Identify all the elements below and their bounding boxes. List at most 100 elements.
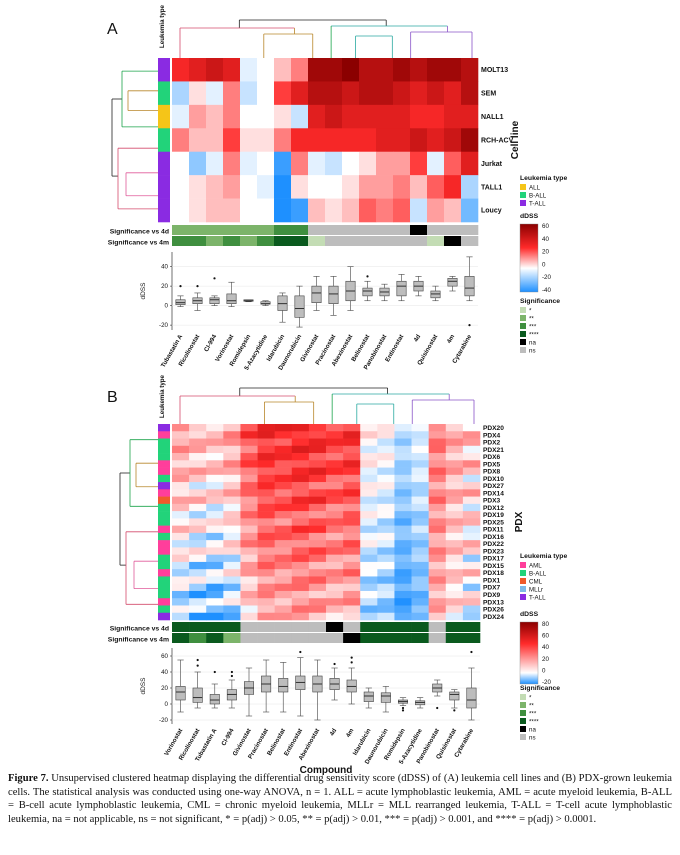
heatmap-cell [308,467,327,476]
box [278,678,289,693]
heatmap-cell [291,583,310,592]
heatmap-cell [326,424,344,432]
heatmap-cell [445,438,464,447]
heatmap-cell [343,496,361,505]
heatmap-cell [377,489,395,497]
heatmap-cell [410,104,428,129]
heatmap-cell [462,424,481,432]
leukemia-type-cell [158,547,170,555]
heatmap-cell [223,583,241,592]
heatmap-cell [172,128,190,153]
heatmap-cell [274,503,293,512]
heatmap-cell [308,81,326,106]
heatmap-cell [326,547,344,555]
heatmap-cell [240,445,258,454]
heatmap-cell [308,576,327,585]
heatmap-cell [189,540,207,548]
row-label: PDX11 [483,527,504,534]
heatmap-cell [461,151,479,176]
heatmap-cell [377,576,395,585]
significance-cell [326,633,344,643]
heatmap-cell [377,503,395,512]
box [175,299,186,305]
leukemia-type-cell [158,496,170,505]
leukemia-type-cell [158,431,170,439]
heatmap-cell [360,540,378,548]
heatmap-cell [411,590,429,599]
significance-cell [411,622,429,632]
box [396,280,407,297]
heatmap-cell [274,540,293,548]
heatmap-cell [393,175,411,199]
heatmap-cell [308,431,327,439]
heatmap-cell [359,175,377,199]
significance-cell [291,236,309,246]
box-outlier [230,670,233,674]
legend-ddss-tick: 60 [542,223,549,230]
heatmap-cell [274,489,293,497]
heatmap-cell [189,583,207,592]
heatmap-cell [172,532,190,541]
heatmap-cell [189,424,207,432]
heatmap-cell [326,431,344,439]
heatmap-cell [462,612,481,621]
heatmap-cell [377,496,395,505]
significance-cell [359,225,377,235]
heatmap-cell [308,151,326,176]
heatmap-cell [257,482,275,490]
significance-cell [223,622,241,632]
legend-leukemia-title: Leukemia type [520,553,567,560]
heatmap-cell [274,467,293,476]
heatmap-cell [172,467,190,476]
significance-cell [257,225,275,235]
heatmap-cell [240,503,258,512]
heatmap-cell [257,453,275,461]
box [192,687,203,703]
heatmap-cell [393,81,411,106]
heatmap-cell [377,460,395,468]
heatmap-cell [274,424,293,432]
heatmap-cell [274,511,293,519]
box [209,297,220,304]
heatmap-cell [343,467,361,476]
heatmap-cell [326,532,344,541]
legend-ddss-tick: -40 [542,287,552,294]
heatmap-cell [394,453,412,461]
leukemia-type-cell [158,175,170,199]
row-label: PDX14 [483,490,504,497]
heatmap-cell [257,445,275,454]
significance-cell [428,622,447,632]
heatmap-cell [411,431,429,439]
significance-cell [223,225,241,235]
box-outlier [230,674,233,678]
heatmap-cell [308,554,327,563]
legend-significance-swatch [520,694,526,700]
heatmap-cell [274,474,293,483]
heatmap-cell [240,81,258,106]
heatmap-cell [223,198,241,223]
legend-significance-label: na [529,727,536,734]
heatmap-cell [360,453,378,461]
heatmap-cell [428,583,447,592]
legend-type-swatch [520,578,526,584]
legend-ddss-tick: 40 [542,236,549,243]
heatmap-cell [428,532,447,541]
heatmap-cell [445,598,464,606]
heatmap-cell [240,612,258,621]
significance-cell [393,225,411,235]
heatmap-cell [360,424,378,432]
heatmap-cell [223,460,241,468]
heatmap-cell [223,503,241,512]
heatmap-cell [189,460,207,468]
heatmap-cell [223,453,241,461]
heatmap-cell [257,81,275,106]
heatmap-cell [428,540,447,548]
heatmap-cell [377,482,395,490]
heatmap-cell [257,554,275,563]
heatmap-cell [274,453,293,461]
heatmap-cell [240,590,258,599]
significance-cell [325,236,343,246]
heatmap-cell [240,576,258,585]
heatmap-cell [240,104,258,129]
heatmap-cell [257,612,275,621]
